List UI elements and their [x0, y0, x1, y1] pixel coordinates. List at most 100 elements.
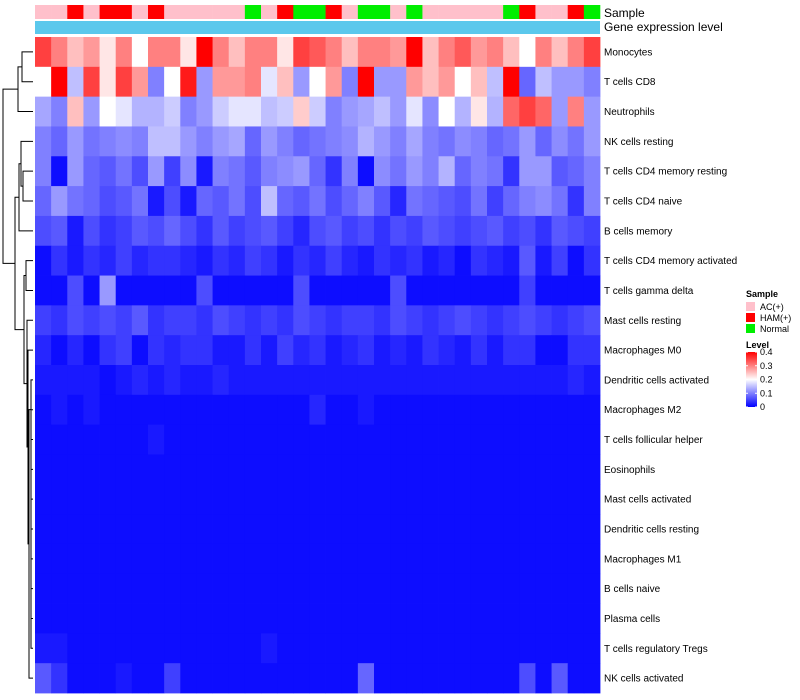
sample-annotation-cell	[228, 5, 246, 19]
heatmap-cell	[35, 543, 52, 575]
heatmap-cell	[567, 186, 585, 217]
heatmap-cell	[115, 394, 133, 426]
heatmap-cell	[325, 305, 343, 336]
row-label: T cells CD4 naive	[604, 197, 683, 208]
heatmap-cell	[357, 365, 375, 396]
heatmap-cell	[567, 37, 585, 68]
heatmap-cell	[422, 66, 439, 98]
heatmap-cell	[454, 365, 472, 396]
heatmap-cell	[261, 424, 278, 455]
sample-legend: Sample AC(+)HAM(+)Normal	[746, 289, 791, 334]
heatmap-cell	[422, 633, 439, 664]
heatmap-cell	[180, 275, 197, 306]
heatmap-cell	[51, 215, 68, 247]
heatmap-cell	[309, 484, 326, 515]
heatmap-cell	[519, 126, 536, 157]
heatmap-cell	[325, 454, 343, 485]
heatmap-cell	[374, 305, 391, 336]
heatmap-cell	[115, 186, 133, 217]
heatmap-cell	[293, 424, 310, 455]
row-label: Monocytes	[604, 47, 652, 58]
heatmap-cell	[406, 573, 423, 604]
heatmap-cell	[438, 66, 456, 98]
heatmap-cell	[406, 335, 423, 366]
heatmap-cell	[470, 156, 488, 187]
heatmap-cell	[180, 633, 197, 664]
row-label: B cells naive	[604, 584, 661, 595]
heatmap-cell	[131, 573, 149, 604]
heatmap-cell	[487, 37, 504, 68]
heatmap-cell	[487, 96, 504, 127]
heatmap-cell	[244, 37, 262, 68]
heatmap-cell	[325, 37, 343, 68]
dendrogram-branch	[30, 617, 33, 649]
heatmap-cell	[341, 215, 359, 247]
heatmap-cell	[341, 484, 359, 515]
heatmap-cell	[51, 633, 68, 664]
heatmap-cell	[244, 215, 262, 247]
heatmap-cell	[341, 663, 359, 694]
heatmap-cell	[293, 454, 310, 485]
heatmap-cell	[567, 245, 585, 276]
heatmap-cell	[261, 633, 278, 664]
heatmap-cell	[309, 215, 326, 247]
heatmap-cell	[406, 37, 423, 68]
level-legend: Level 0.4 0.3 0.2 0.1 0	[746, 340, 773, 412]
heatmap-cell	[164, 424, 181, 455]
heatmap-cell	[83, 454, 100, 485]
heatmap-cell	[551, 603, 569, 634]
heatmap-cell	[196, 215, 213, 247]
heatmap-cell	[519, 573, 536, 604]
heatmap-cell	[244, 365, 262, 396]
heatmap-cell	[567, 454, 585, 485]
heatmap-cell	[51, 305, 68, 336]
heatmap-cell	[196, 305, 213, 336]
heatmap-cell	[535, 66, 552, 98]
level-colorbar	[746, 352, 757, 407]
heatmap-cell	[51, 365, 68, 396]
heatmap-cell	[503, 484, 520, 515]
heatmap-cell	[309, 514, 326, 545]
heatmap-cell	[35, 424, 52, 455]
heatmap-cell	[487, 543, 504, 575]
heatmap-cell	[551, 663, 569, 694]
heatmap-cell	[341, 37, 359, 68]
heatmap-cell	[309, 335, 326, 366]
heatmap-cell	[535, 454, 552, 485]
heatmap-cell	[519, 484, 536, 515]
heatmap-cell	[583, 37, 601, 68]
heatmap-cell	[261, 543, 278, 575]
heatmap-cell	[583, 365, 601, 396]
heatmap-cell	[51, 275, 68, 306]
heatmap-cell	[438, 305, 456, 336]
heatmap-cell	[51, 156, 68, 187]
heatmap-cell	[35, 663, 52, 694]
sample-legend-swatch	[746, 302, 755, 311]
heatmap-cell	[293, 66, 310, 98]
heatmap-cell	[277, 215, 294, 247]
sample-annotation-cell	[374, 5, 391, 19]
heatmap-cell	[470, 37, 488, 68]
row-label: T cells CD4 memory resting	[604, 167, 727, 178]
heatmap-cell	[148, 603, 165, 634]
heatmap-cells	[35, 37, 601, 694]
heatmap-cell	[374, 245, 391, 276]
heatmap-cell	[325, 275, 343, 306]
row-label: NK cells resting	[604, 137, 673, 148]
dendrogram-branch	[2, 88, 18, 264]
heatmap-cell	[293, 275, 310, 306]
heatmap-cell	[99, 215, 117, 247]
heatmap-cell	[261, 245, 278, 276]
heatmap-cell	[519, 335, 536, 366]
heatmap-cell	[583, 186, 601, 217]
heatmap-cell	[438, 484, 456, 515]
heatmap-cell	[212, 454, 230, 485]
heatmap-cell	[583, 126, 601, 157]
heatmap-cell	[196, 603, 213, 634]
heatmap-cell	[341, 126, 359, 157]
heatmap-cell	[406, 663, 423, 694]
heatmap-cell	[470, 305, 488, 336]
sample-annotation-cell	[325, 5, 343, 19]
heatmap-cell	[422, 454, 439, 485]
heatmap-cell	[503, 514, 520, 545]
